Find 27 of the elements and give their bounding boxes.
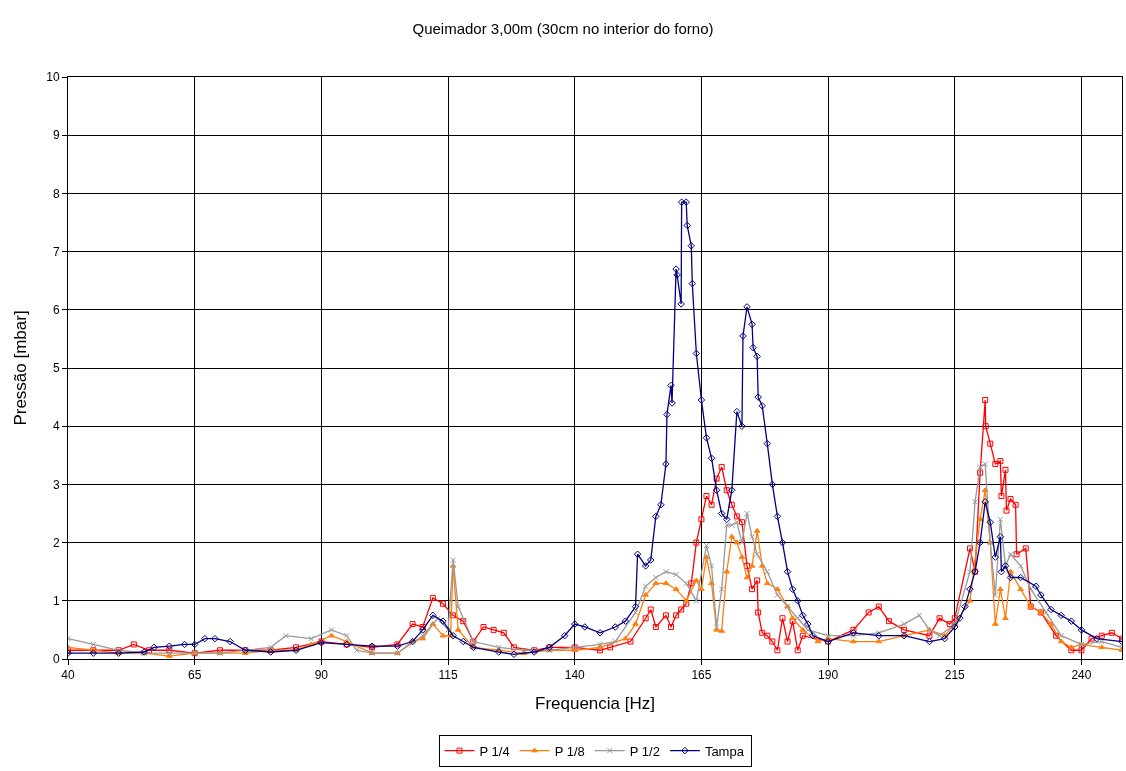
- legend-label: P 1/8: [554, 743, 585, 759]
- x-tick-label: 90: [314, 668, 329, 683]
- y-tick-label: 2: [52, 535, 60, 550]
- x-tick-label: 240: [1071, 668, 1092, 683]
- y-tick-label: 9: [52, 128, 60, 143]
- x-tick-label: 140: [564, 668, 586, 683]
- y-tick-label: 8: [52, 186, 60, 201]
- y-tick-label: 3: [52, 477, 60, 492]
- y-tick-label: 10: [46, 70, 60, 85]
- y-tick-label: 7: [52, 244, 60, 259]
- y-axis-title: Pressão [mbar]: [10, 310, 30, 426]
- x-tick-label: 65: [188, 668, 202, 683]
- y-tick-label: 1: [52, 594, 60, 608]
- y-tick-label: 6: [52, 303, 60, 317]
- legend-label: Tampa: [704, 743, 745, 759]
- x-tick-label: 115: [438, 668, 458, 683]
- x-tick-label: 190: [818, 668, 839, 683]
- legend-label: P 1/2: [629, 743, 660, 759]
- y-tick-label: 4: [52, 419, 60, 434]
- x-tick-label: 40: [61, 668, 75, 683]
- x-axis-title: Frequencia [Hz]: [535, 693, 655, 713]
- y-tick-label: 5: [52, 361, 60, 376]
- x-tick-label: 165: [691, 668, 712, 683]
- chart-title: Queimador 3,00m (30cm no interior do forno): [412, 19, 714, 37]
- legend-label: P 1/4: [479, 743, 510, 759]
- x-tick-label: 215: [944, 668, 966, 683]
- y-tick-label: 0: [52, 652, 60, 667]
